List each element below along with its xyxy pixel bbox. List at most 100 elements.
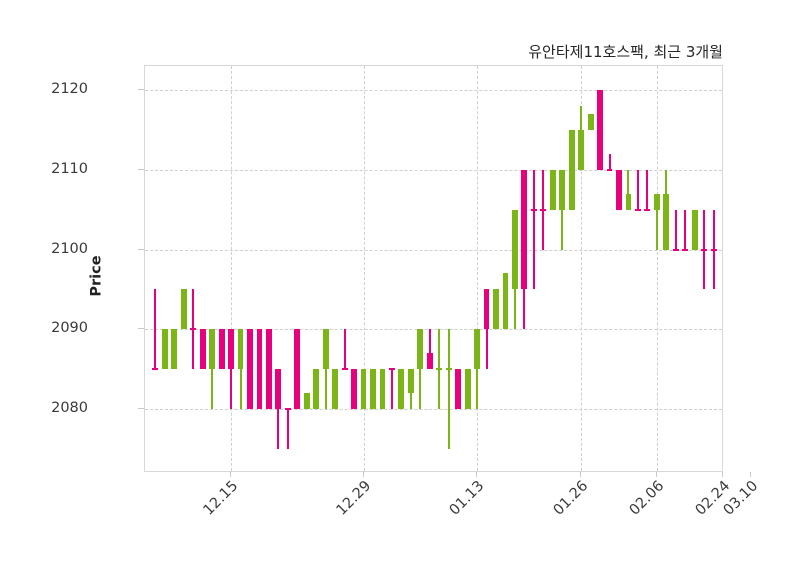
candle-body bbox=[199, 329, 206, 370]
plot-inner bbox=[145, 66, 722, 471]
x-tick-label: 01.13 bbox=[446, 478, 488, 519]
candle-body bbox=[701, 248, 708, 251]
candle-wick bbox=[447, 329, 450, 450]
y-tick-mark bbox=[138, 248, 144, 250]
candle-body bbox=[578, 129, 585, 170]
candle-body bbox=[597, 89, 603, 170]
candle-body bbox=[379, 369, 386, 410]
candle-body bbox=[228, 329, 235, 370]
candle-body bbox=[171, 329, 178, 370]
gridline-vertical bbox=[581, 66, 583, 471]
candle-body bbox=[218, 329, 225, 370]
candle-body bbox=[493, 289, 499, 330]
candle-body bbox=[502, 273, 509, 330]
x-tick-mark bbox=[476, 472, 478, 477]
candle-wick bbox=[419, 329, 422, 410]
gridline-vertical bbox=[363, 66, 365, 471]
candle-wick bbox=[211, 329, 214, 410]
gridline-horizontal bbox=[145, 89, 722, 91]
candle-wick bbox=[627, 169, 630, 210]
gridline-horizontal bbox=[145, 409, 722, 411]
candle-body bbox=[322, 329, 329, 370]
y-tick-label: 2100 bbox=[51, 240, 88, 257]
candle-body bbox=[474, 329, 480, 370]
x-tick-mark bbox=[750, 472, 752, 477]
candle-wick bbox=[476, 329, 479, 410]
candle-body bbox=[559, 169, 566, 210]
candle-body bbox=[351, 369, 357, 410]
candle-body bbox=[568, 129, 575, 210]
candle-wick bbox=[646, 169, 649, 210]
candle-wick bbox=[674, 209, 677, 250]
candle-body bbox=[247, 329, 253, 410]
y-tick-mark bbox=[138, 328, 144, 330]
gridline-vertical bbox=[656, 66, 658, 471]
candle-body bbox=[436, 368, 443, 371]
x-tick-label: 12.29 bbox=[333, 478, 374, 519]
x-tick-mark bbox=[655, 472, 657, 477]
candle-body bbox=[653, 193, 660, 210]
candle-body bbox=[256, 329, 263, 410]
candle-wick bbox=[684, 209, 687, 250]
candle-body bbox=[332, 369, 339, 410]
candle-body bbox=[455, 369, 462, 410]
y-tick-mark bbox=[138, 408, 144, 410]
candle-wick bbox=[324, 329, 327, 410]
candle-body bbox=[161, 329, 168, 370]
candle-body bbox=[303, 393, 310, 410]
candle-wick bbox=[608, 153, 611, 170]
candle-body bbox=[266, 329, 272, 410]
candle-body bbox=[625, 193, 632, 210]
candle-body bbox=[530, 208, 537, 211]
candle-wick bbox=[390, 369, 393, 410]
candle-body bbox=[663, 193, 670, 250]
candle-body bbox=[407, 369, 414, 394]
candle-body bbox=[549, 169, 556, 210]
candle-wick bbox=[230, 329, 233, 410]
candle-body bbox=[426, 353, 433, 370]
candle-wick bbox=[428, 329, 431, 370]
candle-wick bbox=[532, 169, 535, 290]
candle-body bbox=[483, 289, 490, 330]
candle-body bbox=[275, 369, 282, 410]
candle-body bbox=[445, 368, 452, 371]
gridline-vertical bbox=[477, 66, 479, 471]
candle-body bbox=[360, 369, 367, 410]
candle-wick bbox=[561, 169, 564, 250]
candle-wick bbox=[655, 193, 658, 250]
candle-body bbox=[521, 169, 528, 290]
gridline-horizontal bbox=[145, 329, 722, 331]
candle-body bbox=[152, 368, 159, 371]
candle-body bbox=[284, 408, 291, 411]
candle-body bbox=[606, 168, 613, 171]
candle-wick bbox=[277, 369, 280, 450]
candle-body bbox=[209, 329, 216, 370]
candle-body bbox=[464, 369, 471, 410]
y-tick-mark bbox=[138, 168, 144, 170]
x-tick-label: 12.15 bbox=[200, 478, 242, 519]
x-tick-mark bbox=[362, 472, 364, 477]
candle-wick bbox=[636, 169, 639, 210]
candle-body bbox=[682, 248, 689, 251]
candle-wick bbox=[239, 329, 242, 410]
candle-body bbox=[672, 248, 679, 251]
plot-area bbox=[144, 65, 723, 472]
candle-wick bbox=[485, 289, 488, 370]
candle-body bbox=[388, 368, 395, 371]
gridline-horizontal bbox=[145, 249, 722, 251]
candle-body bbox=[313, 369, 320, 410]
x-tick-mark bbox=[580, 472, 582, 477]
candle-wick bbox=[154, 289, 157, 370]
candle-body bbox=[341, 368, 348, 371]
candle-body bbox=[180, 289, 187, 330]
x-tick-mark bbox=[722, 472, 724, 477]
candle-body bbox=[710, 248, 717, 251]
candle-body bbox=[634, 208, 641, 211]
candle-body bbox=[370, 369, 376, 410]
candle-body bbox=[511, 209, 518, 290]
candle-body bbox=[398, 369, 405, 410]
chart-title: 유안타제11호스팩, 최근 3개월 bbox=[528, 43, 723, 61]
candle-body bbox=[417, 329, 424, 370]
candle-body bbox=[587, 113, 594, 130]
